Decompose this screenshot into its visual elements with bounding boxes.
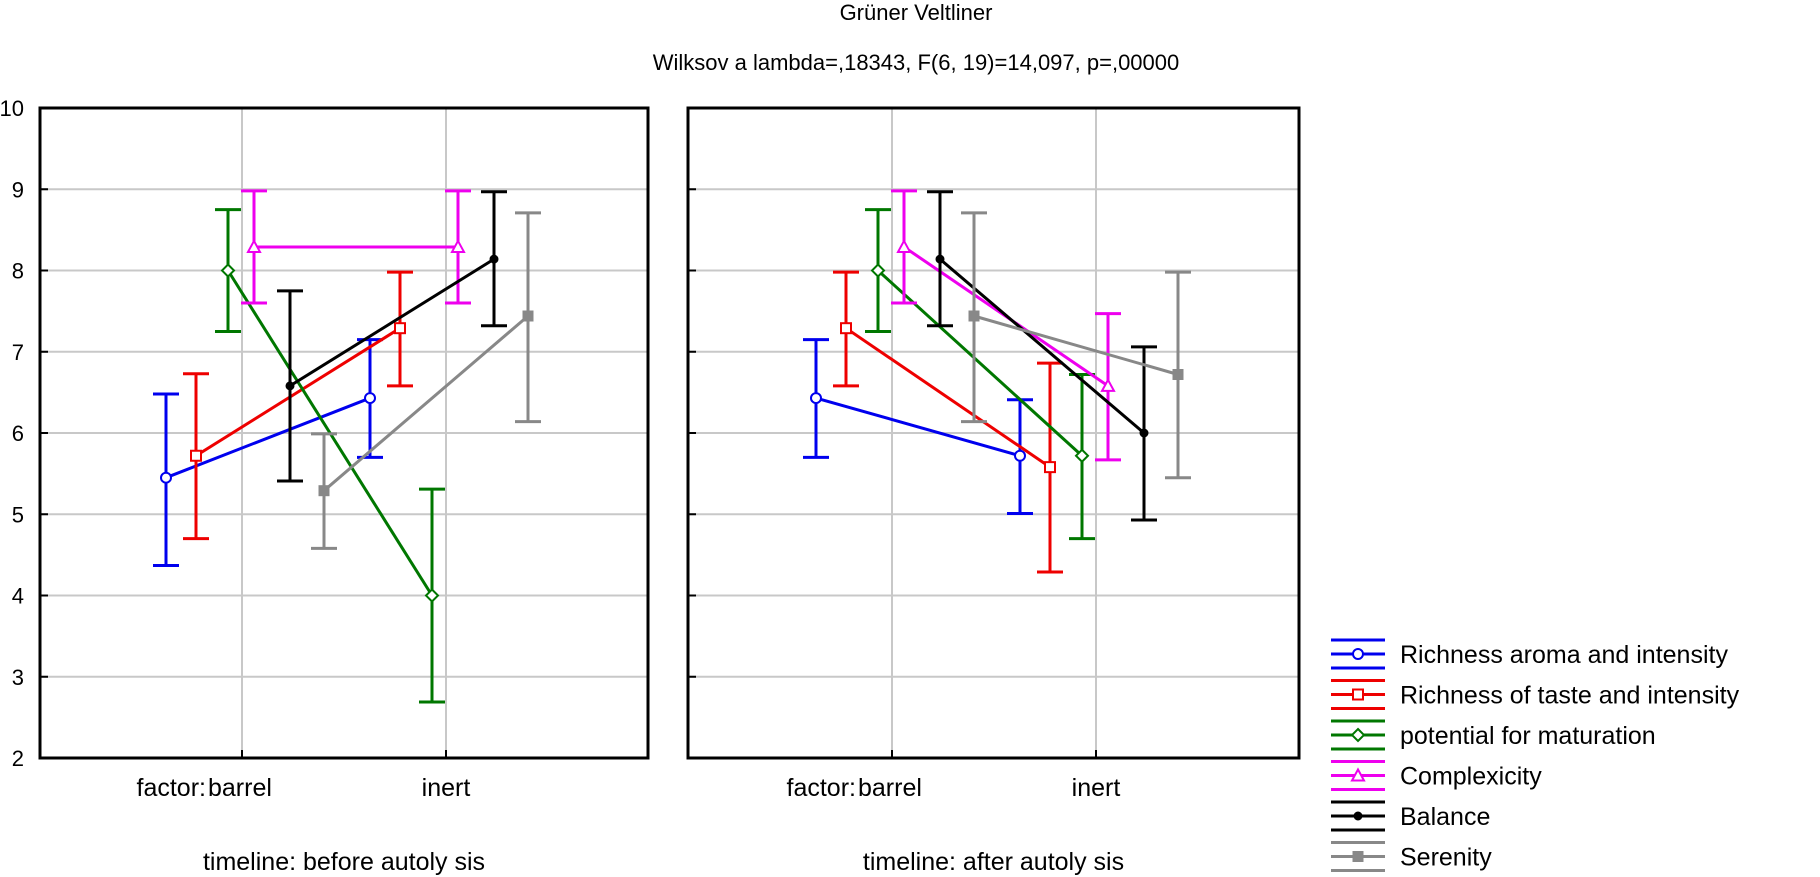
y-axis-ticks: 2 3 4 5 6 7 8 9 10 <box>0 96 24 771</box>
legend-label: Richness aroma and intensity <box>1400 641 1728 669</box>
legend-item: Serenity <box>1331 841 1492 872</box>
data-point <box>522 310 534 322</box>
legend: Richness aroma and intensity Richness of … <box>1331 638 1740 872</box>
x-category-label: barrel <box>208 774 272 802</box>
series-line <box>973 314 1179 376</box>
x-category-label: inert <box>1072 774 1121 802</box>
data-point <box>1100 377 1116 392</box>
series <box>803 338 1033 515</box>
y-tick-label: 8 <box>12 259 24 284</box>
chart-subtitle: Wilksov a lambda=,18343, F(6, 19)=14,097… <box>653 50 1180 75</box>
legend-item: Balance <box>1331 800 1490 832</box>
series-line <box>323 314 529 492</box>
series <box>927 190 1157 522</box>
data-point <box>1352 851 1364 862</box>
data-point <box>220 263 236 278</box>
data-point <box>896 238 912 253</box>
series <box>215 208 445 704</box>
data-point <box>364 392 376 405</box>
data-point <box>1014 449 1026 462</box>
panel-labels: timeline: before autoly sis timeline: aft… <box>203 848 1124 876</box>
data-point <box>424 588 440 603</box>
legend-label: Complexicity <box>1400 763 1542 791</box>
grid-layer <box>40 108 1299 758</box>
data-point <box>394 322 406 335</box>
data-point <box>190 449 202 462</box>
chart-title: Grüner Veltliner <box>840 0 993 25</box>
series <box>153 338 383 567</box>
legend-item: Richness aroma and intensity <box>1331 638 1728 670</box>
series-line <box>289 257 495 388</box>
y-tick-label: 3 <box>12 665 24 690</box>
data-point <box>1353 811 1363 821</box>
data-point <box>810 392 822 405</box>
data-point <box>489 254 499 264</box>
panel-label: timeline: after autoly sis <box>863 848 1124 876</box>
data-point <box>1352 648 1364 660</box>
series-line <box>876 269 1084 457</box>
legend-item: potential for maturation <box>1331 719 1656 751</box>
data-point <box>1350 727 1366 743</box>
y-tick-label: 6 <box>12 421 24 446</box>
data-point <box>1044 461 1056 474</box>
data-point <box>935 254 945 264</box>
y-tick-label: 9 <box>12 177 24 202</box>
series-line <box>939 257 1145 435</box>
data-point <box>840 322 852 335</box>
data-point <box>285 381 295 391</box>
x-axis-categories: factor: barrel inert factor: barrel inert <box>137 774 1121 802</box>
series <box>183 270 413 541</box>
data-point <box>450 238 466 253</box>
panel-label: timeline: before autoly sis <box>203 848 485 876</box>
data-point <box>1352 688 1364 701</box>
y-tick-label: 2 <box>12 746 24 771</box>
legend-item: Complexicity <box>1331 760 1542 791</box>
y-tick-label: 7 <box>12 340 24 365</box>
series-line <box>845 326 1051 469</box>
data-point <box>968 310 980 322</box>
data-point <box>246 238 262 253</box>
plot-frame <box>38 106 650 760</box>
series <box>833 270 1063 574</box>
x-category-label: barrel <box>858 774 922 802</box>
series <box>311 211 541 550</box>
data-point <box>1139 428 1149 438</box>
y-tick-label: 10 <box>0 96 24 121</box>
series-line <box>815 396 1021 458</box>
legend-label: Richness of taste and intensity <box>1400 682 1740 710</box>
data-point <box>870 263 886 278</box>
data-point <box>1350 767 1366 782</box>
series <box>865 208 1095 541</box>
factor-label: factor: <box>137 774 206 802</box>
legend-label: potential for maturation <box>1400 722 1656 750</box>
legend-label: Balance <box>1400 803 1490 831</box>
y-tick-label: 5 <box>12 502 24 527</box>
legend-label: Serenity <box>1400 844 1492 872</box>
legend-item: Richness of taste and intensity <box>1331 679 1740 710</box>
x-category-label: inert <box>422 774 471 802</box>
data-point <box>1172 369 1184 380</box>
series-line <box>195 326 401 458</box>
series <box>961 211 1191 480</box>
data-point <box>318 485 330 497</box>
factor-label: factor: <box>787 774 856 802</box>
plot-frame <box>686 106 1301 760</box>
series <box>241 189 471 305</box>
series-layer <box>153 189 1191 704</box>
series <box>277 190 507 483</box>
data-point <box>160 471 172 484</box>
frame-layer <box>38 106 1301 760</box>
y-tick-label: 4 <box>12 584 24 609</box>
series-line <box>165 396 371 480</box>
data-point <box>1074 448 1090 464</box>
